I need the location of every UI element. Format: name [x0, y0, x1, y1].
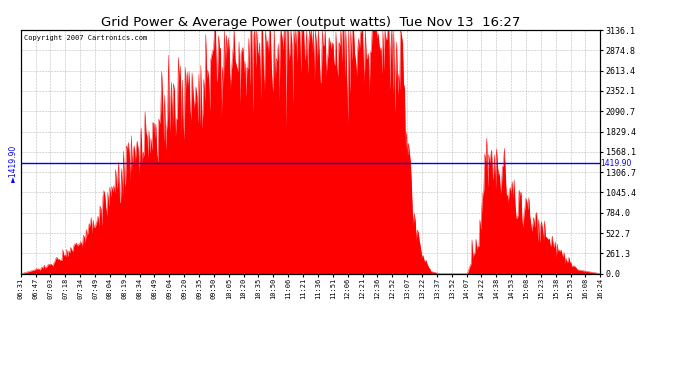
- Text: ►1419.90: ►1419.90: [9, 145, 18, 182]
- Text: Copyright 2007 Cartronics.com: Copyright 2007 Cartronics.com: [23, 35, 147, 41]
- Title: Grid Power & Average Power (output watts)  Tue Nov 13  16:27: Grid Power & Average Power (output watts…: [101, 16, 520, 29]
- Text: 1419.90: 1419.90: [600, 159, 631, 168]
